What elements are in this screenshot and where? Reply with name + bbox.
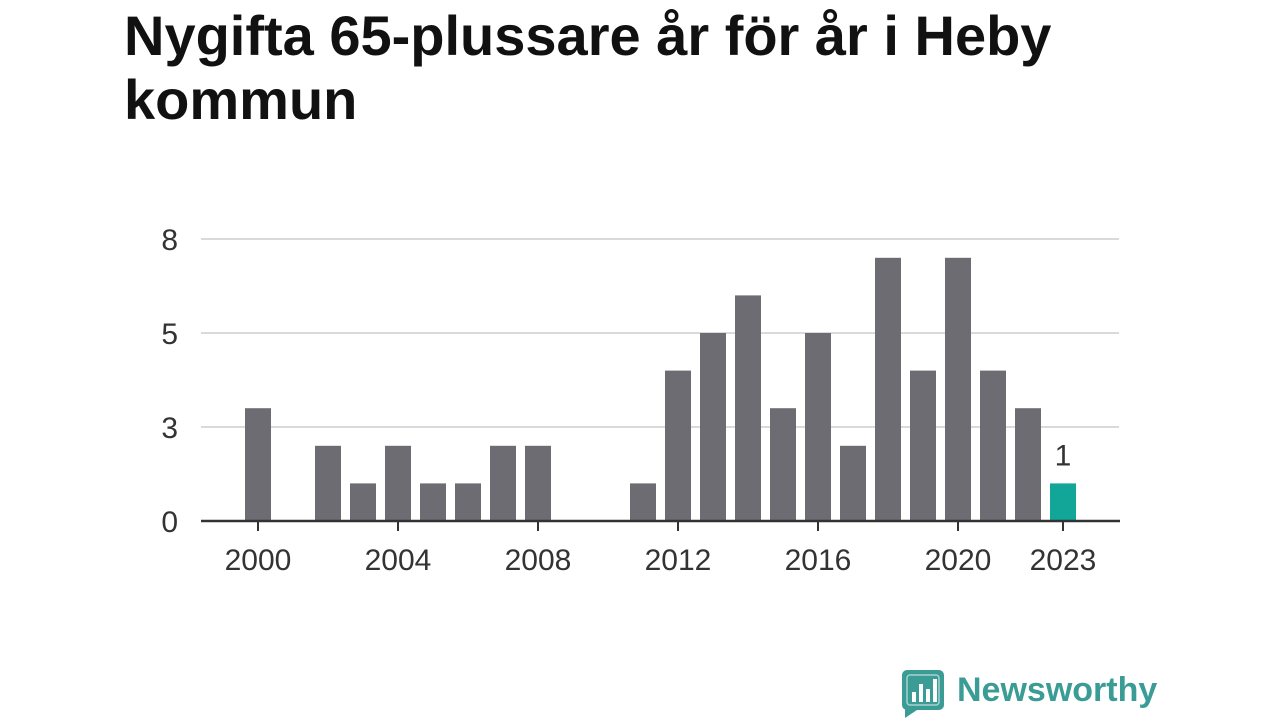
y-tick-label: 3 xyxy=(161,412,178,445)
y-tick-label: 8 xyxy=(161,224,178,257)
x-tick-label: 2012 xyxy=(645,544,712,577)
bar-2015 xyxy=(770,408,796,521)
y-tick-label: 5 xyxy=(161,318,178,351)
y-tick-label: 0 xyxy=(161,506,178,539)
data-label: 1 xyxy=(1055,439,1072,472)
bar-2004 xyxy=(385,445,411,521)
bar-2012 xyxy=(665,370,691,521)
x-tick-label: 2016 xyxy=(785,544,852,577)
bar-2003 xyxy=(350,483,376,521)
x-tick-label: 2008 xyxy=(505,544,572,577)
bar-2021 xyxy=(980,370,1006,521)
x-tick-label: 2020 xyxy=(925,544,992,577)
bar-2008 xyxy=(525,445,551,521)
bar-2018 xyxy=(875,257,901,521)
x-tick-label: 2004 xyxy=(365,544,432,577)
bar-2020 xyxy=(945,257,971,521)
bar-2023 xyxy=(1050,483,1076,521)
bar-2005 xyxy=(420,483,446,521)
bar-2007 xyxy=(490,445,516,521)
bar-2002 xyxy=(315,445,341,521)
bars xyxy=(245,257,1076,521)
bar-2006 xyxy=(455,483,481,521)
newsworthy-logo-icon xyxy=(902,670,944,718)
bar-2017 xyxy=(840,445,866,521)
x-tick-label: 2023 xyxy=(1030,544,1097,577)
chart-title: Nygifta 65-plussare år för år i Heby kom… xyxy=(124,4,1052,131)
bar-2014 xyxy=(735,295,761,521)
bar-chart: 0 3 5 8 2000 2004 2008 2012 2016 2020 2023 1 xyxy=(161,224,1120,577)
bar-2011 xyxy=(630,483,656,521)
bar-2013 xyxy=(700,333,726,521)
bar-2016 xyxy=(805,333,831,521)
newsworthy-logo: Newsworthy xyxy=(902,670,1157,718)
bar-2022 xyxy=(1015,408,1041,521)
logo-text: Newsworthy xyxy=(957,671,1158,709)
bar-2019 xyxy=(910,370,936,521)
bar-2000 xyxy=(245,408,271,521)
x-tick-label: 2000 xyxy=(225,544,292,577)
